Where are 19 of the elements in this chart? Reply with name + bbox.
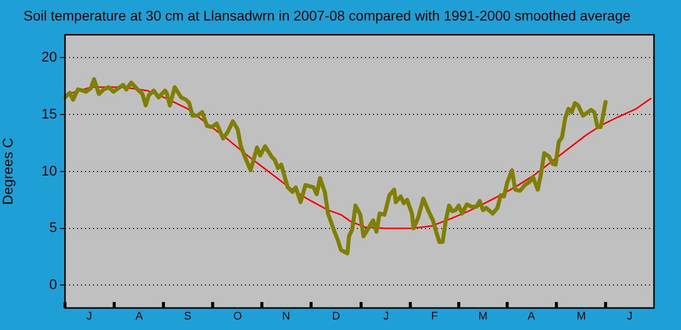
chart-title: Soil temperature at 30 cm at Llansadwrn in 2007-08 compared with 1991-2000 smoothed average — [23, 7, 631, 24]
y-tick-label: 10 — [41, 162, 58, 178]
x-tick-label: J — [627, 310, 633, 323]
y-tick-label: 15 — [41, 105, 58, 122]
x-tick-label: D — [332, 310, 340, 323]
x-tick-label: M — [478, 310, 488, 323]
x-tick-label: M — [576, 310, 586, 323]
y-tick-label: 5 — [49, 219, 58, 236]
x-tick-label: O — [233, 310, 242, 323]
y-axis-title: Degrees C — [0, 138, 16, 205]
x-tick-label: N — [282, 310, 290, 323]
y-tick-label: 0 — [49, 276, 58, 292]
x-tick-label: A — [136, 310, 144, 323]
x-tick-label: S — [184, 310, 192, 323]
y-tick-label: 20 — [41, 48, 58, 64]
x-tick-label: A — [528, 310, 536, 323]
x-tick-label: F — [431, 310, 438, 323]
x-tick-label: J — [383, 310, 389, 323]
x-tick-label: J — [86, 310, 92, 323]
